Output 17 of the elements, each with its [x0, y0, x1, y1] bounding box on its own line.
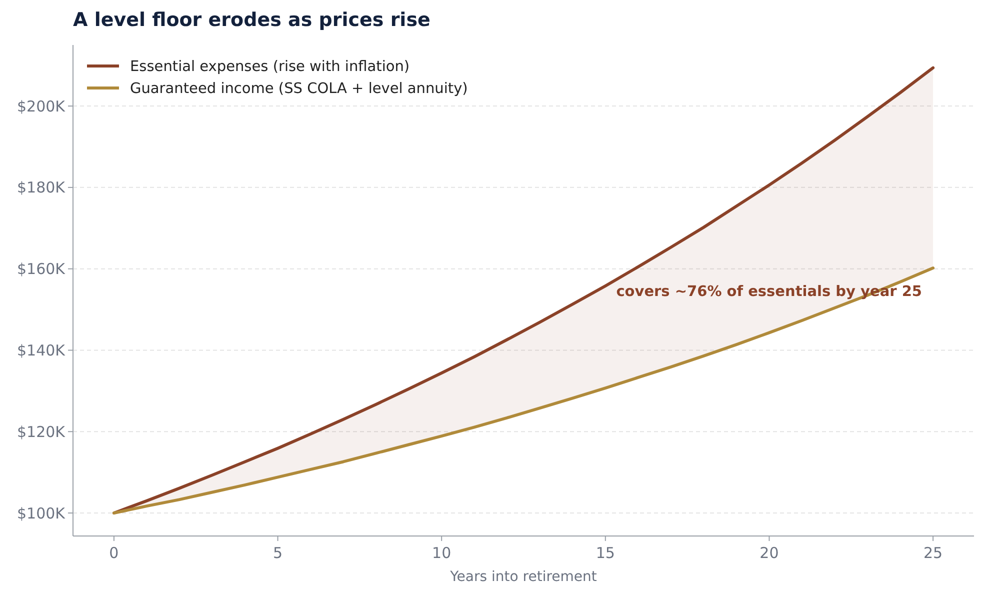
line-series [112, 266, 935, 515]
x-tick-label: 0 [109, 544, 119, 562]
legend-label: Guaranteed income (SS COLA + level annuity) [130, 81, 468, 98]
y-tick-label: $120K [16, 422, 66, 441]
x-tick-label: 10 [432, 544, 452, 562]
legend-label: Essential expenses (rise with inflation) [130, 59, 410, 76]
x-tick-label: 15 [596, 544, 615, 562]
x-axis-title: Years into retirement [449, 569, 598, 585]
x-tick-label: 20 [760, 544, 779, 562]
x-tick-label: 5 [273, 544, 283, 562]
y-tick-label: $180K [16, 178, 66, 197]
x-tick-label: 25 [924, 544, 943, 562]
y-tick-label: $200K [16, 97, 66, 116]
y-tick-label: $160K [16, 260, 66, 278]
y-tick-label: $100K [16, 504, 66, 522]
chart-title: A level floor erodes as prices rise [73, 9, 430, 31]
y-tick-label: $140K [16, 341, 66, 360]
